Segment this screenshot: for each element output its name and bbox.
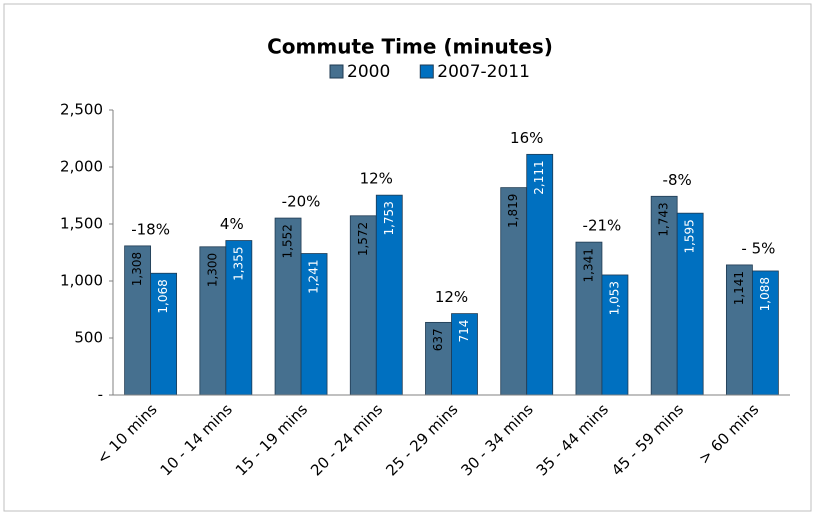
bar [300,253,328,396]
bar [601,274,629,396]
annotation: -18% [131,220,170,238]
data-label: 1,819 [506,194,520,228]
annotation: 12% [435,288,468,306]
bar [425,321,452,396]
bar [451,313,478,396]
data-label: 1,241 [307,260,321,294]
bar [225,240,253,396]
legend-swatch [419,64,434,79]
data-label: 1,552 [281,224,295,258]
data-label: 637 [431,328,445,351]
data-label: 1,300 [205,253,219,287]
y-tick-label: 2,000 [60,158,103,176]
data-label: 1,068 [156,279,170,313]
data-label: 1,355 [231,247,245,281]
annotation: - 5% [741,239,775,257]
y-tick-label: 1,000 [60,272,103,290]
y-tick-label: 1,500 [60,215,103,233]
data-label: 1,308 [130,252,144,286]
annotation: -20% [282,193,321,211]
data-label: 1,743 [657,202,671,236]
data-label: 1,088 [758,277,772,311]
bar [751,270,779,396]
legend-swatch [329,64,344,79]
data-label: 1,753 [382,201,396,235]
y-tick-label: 2,500 [60,101,103,119]
annotation: -8% [663,171,692,189]
data-label: 1,341 [581,248,595,282]
data-label: 1,572 [356,222,370,256]
bar [526,153,554,396]
data-label: 1,053 [607,281,621,315]
annotation: 16% [510,129,543,147]
data-label: 2,111 [532,160,546,194]
bar [124,245,152,396]
y-tick-label: - [98,386,103,404]
y-tick-label: 500 [74,329,103,347]
bar [274,217,302,396]
chart-title: Commute Time (minutes) [267,35,553,59]
bar [349,215,377,396]
data-label: 1,141 [732,271,746,305]
data-label: 1,595 [683,219,697,253]
legend-label: 2000 [347,62,390,82]
annotation: 4% [220,215,244,233]
data-label: 714 [457,320,471,343]
annotation: -21% [583,217,622,235]
bar [650,195,678,396]
annotation: 12% [360,170,393,188]
bar [575,241,603,396]
bar [375,194,403,396]
legend-label: 2007-2011 [437,62,530,82]
